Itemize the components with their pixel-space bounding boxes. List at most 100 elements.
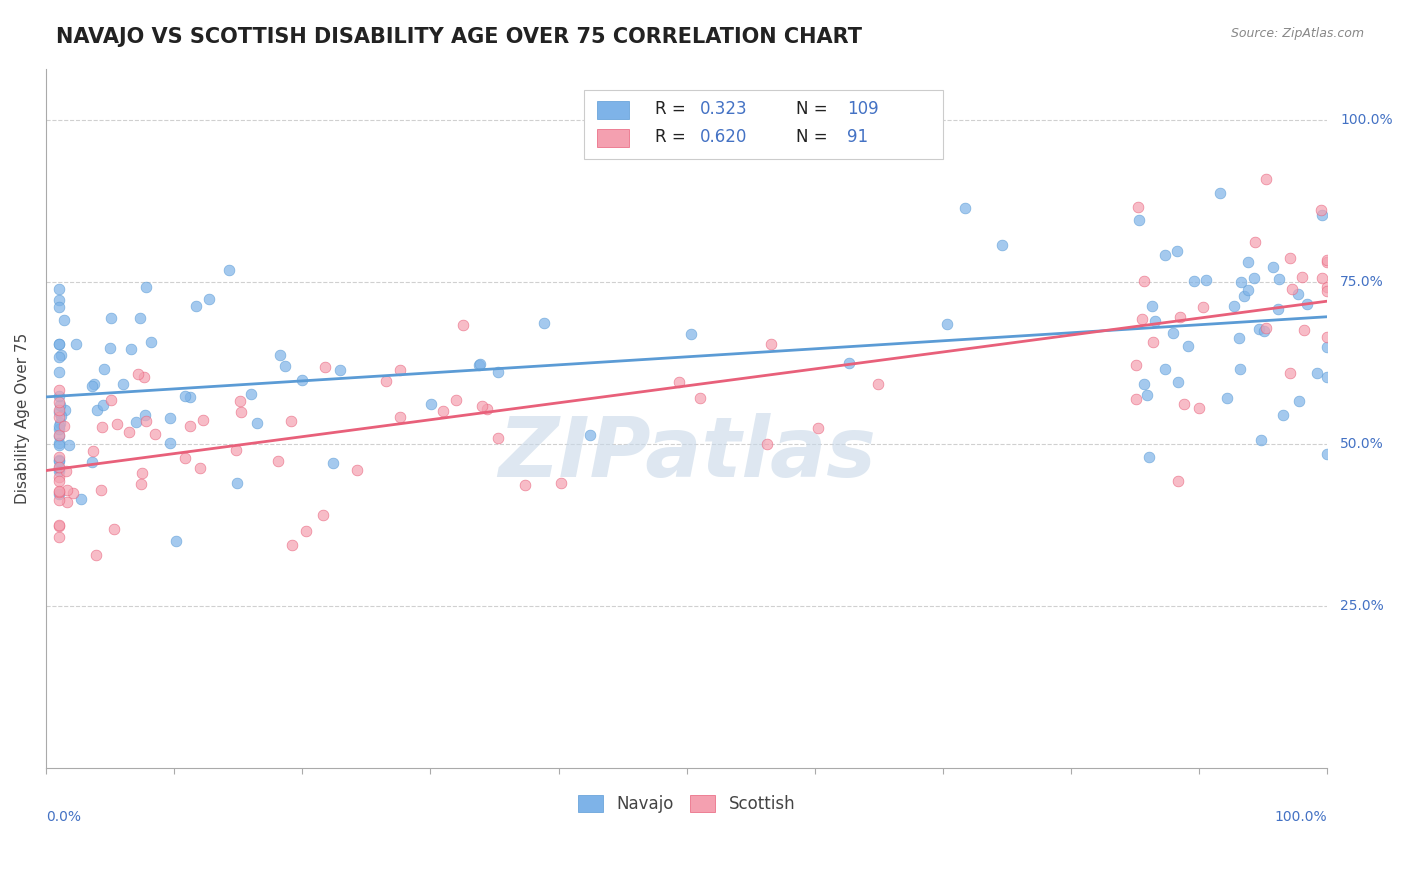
Scottish [1126, 200, 1149, 214]
Scottish [1278, 251, 1301, 265]
Scottish [48, 428, 70, 442]
Scottish [1125, 392, 1147, 407]
Navajo [468, 359, 491, 373]
Navajo [329, 363, 352, 377]
Navajo [184, 300, 207, 314]
Navajo [1272, 408, 1295, 422]
Navajo [48, 350, 70, 364]
Text: ZIPatlas: ZIPatlas [498, 413, 876, 494]
Navajo [1253, 325, 1275, 339]
Scottish [48, 469, 70, 483]
Text: 0.0%: 0.0% [46, 810, 82, 824]
Navajo [98, 341, 121, 355]
Scottish [486, 431, 509, 445]
Navajo [120, 342, 142, 356]
Scottish [1173, 397, 1195, 411]
Scottish [231, 405, 253, 419]
Scottish [48, 483, 70, 498]
Navajo [48, 454, 70, 468]
Scottish [312, 508, 335, 522]
Scottish [129, 476, 152, 491]
Navajo [1306, 366, 1329, 380]
Scottish [48, 460, 70, 475]
Navajo [1133, 376, 1156, 391]
Navajo [48, 453, 70, 467]
Scottish [48, 484, 70, 499]
Text: NAVAJO VS SCOTTISH DISABILITY AGE OVER 75 CORRELATION CHART: NAVAJO VS SCOTTISH DISABILITY AGE OVER 7… [56, 27, 862, 46]
Scottish [48, 450, 70, 465]
Text: 91: 91 [846, 128, 868, 146]
Scottish [1130, 311, 1153, 326]
Navajo [1316, 447, 1339, 461]
Scottish [179, 418, 201, 433]
Navajo [91, 398, 114, 412]
Navajo [1209, 186, 1232, 201]
Navajo [48, 435, 70, 450]
Scottish [1291, 270, 1313, 285]
Navajo [135, 280, 157, 294]
Navajo [86, 402, 108, 417]
Scottish [1281, 282, 1303, 296]
Scottish [193, 412, 215, 426]
Navajo [1195, 272, 1218, 286]
Navajo [1161, 326, 1184, 341]
Text: 0.323: 0.323 [700, 100, 747, 118]
Navajo [1140, 299, 1163, 313]
Navajo [1166, 244, 1188, 258]
Navajo [1316, 340, 1339, 354]
Navajo [1247, 322, 1270, 336]
Navajo [111, 376, 134, 391]
Navajo [1296, 296, 1319, 310]
Navajo [1216, 391, 1239, 405]
Scottish [477, 402, 499, 417]
Navajo [51, 409, 73, 423]
Text: 75.0%: 75.0% [1340, 276, 1384, 289]
Scottish [228, 393, 250, 408]
Scottish [1316, 280, 1339, 294]
Navajo [486, 365, 509, 379]
Scottish [105, 417, 128, 431]
Navajo [48, 428, 70, 442]
Navajo [51, 348, 73, 362]
Navajo [82, 378, 104, 392]
FancyBboxPatch shape [585, 89, 943, 160]
Navajo [93, 361, 115, 376]
Text: R =: R = [655, 100, 690, 118]
Navajo [48, 336, 70, 351]
Text: N =: N = [796, 128, 832, 146]
Navajo [48, 337, 70, 351]
Navajo [1154, 248, 1177, 262]
Navajo [82, 455, 104, 469]
Navajo [48, 438, 70, 452]
Scottish [55, 464, 77, 478]
Navajo [419, 397, 441, 411]
Scottish [668, 376, 690, 390]
Scottish [868, 377, 890, 392]
Scottish [55, 494, 77, 508]
Navajo [225, 476, 247, 491]
Scottish [131, 466, 153, 480]
FancyBboxPatch shape [598, 129, 628, 147]
Navajo [1136, 388, 1159, 402]
Navajo [1223, 299, 1246, 313]
Scottish [1316, 255, 1339, 269]
Text: 100.0%: 100.0% [1275, 810, 1327, 824]
Navajo [165, 534, 187, 549]
Scottish [470, 399, 492, 413]
Scottish [1294, 323, 1316, 337]
Text: N =: N = [796, 100, 832, 118]
Scottish [689, 392, 711, 406]
Navajo [198, 292, 221, 306]
Scottish [53, 419, 76, 434]
Navajo [1230, 275, 1253, 289]
Scottish [267, 454, 290, 468]
Scottish [1316, 285, 1339, 299]
Navajo [179, 390, 201, 404]
Scottish [759, 337, 782, 351]
FancyBboxPatch shape [598, 102, 628, 119]
Scottish [48, 475, 70, 489]
Navajo [134, 408, 156, 422]
Scottish [294, 524, 316, 538]
Legend: Navajo, Scottish: Navajo, Scottish [571, 788, 801, 820]
Navajo [1243, 270, 1265, 285]
